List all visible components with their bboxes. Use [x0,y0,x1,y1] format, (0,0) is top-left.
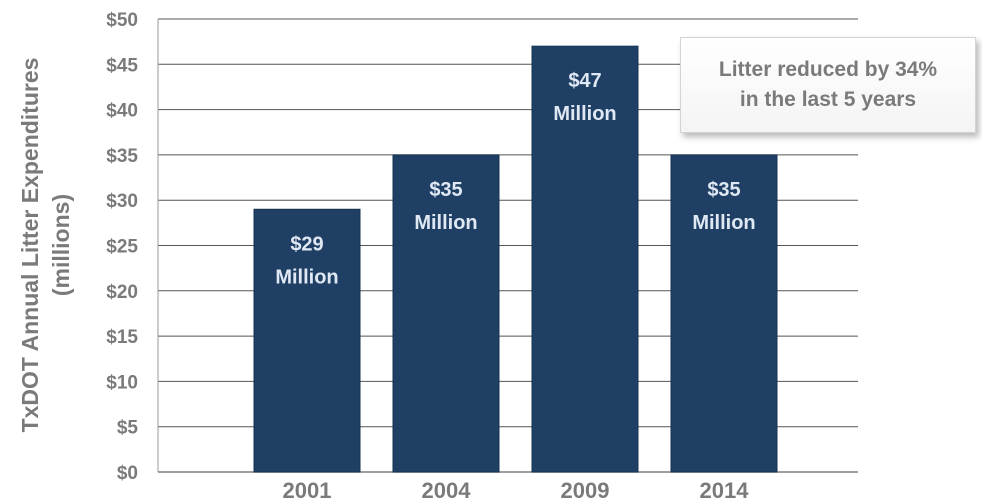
x-axis-tick-labels: 2001 2004 2009 2014 [283,478,750,502]
y-tick-label: $15 [106,327,138,348]
y-tick-label: $10 [106,372,138,393]
y-tick-label: $5 [117,418,139,439]
y-axis-label-line-1: TxDOT Annual Litter Expenditures [17,58,43,433]
x-tick-label: 2001 [283,478,332,502]
x-tick-label: 2004 [422,478,472,502]
x-tick-label: 2009 [561,478,610,502]
bar-data-label: $29 [290,233,323,255]
bar-2014 [670,154,778,473]
y-tick-label: $30 [106,191,138,212]
bar-data-label: Million [275,266,338,288]
y-tick-label: $25 [106,237,138,258]
bar-data-label: Million [692,212,755,234]
bar-data-label: Million [414,212,477,234]
annotation-line-1: Litter reduced by 34% [718,58,938,81]
y-axis-tick-labels: $0 $5 $10 $15 $20 $25 $30 $35 $40 $45 $50 [106,10,138,484]
y-tick-label: $0 [117,463,138,484]
annotation-callout: Litter reduced by 34% in the last 5 year… [680,37,976,133]
annotation-line-2: in the last 5 years [739,88,917,111]
y-tick-label: $50 [106,10,138,31]
bar-2004 [392,154,500,473]
bar-2009 [531,45,639,473]
bar-data-label: $35 [429,179,462,201]
bar-data-label: $47 [568,70,601,92]
bar-data-labels: $29 Million $35 Million $47 Million $35 Million [275,70,755,288]
y-tick-label: $45 [106,55,138,76]
x-tick-label: 2014 [700,478,750,502]
y-tick-label: $20 [106,282,138,303]
bar-data-label: Million [553,103,616,125]
y-tick-label: $40 [106,101,138,122]
y-axis-label-line-2: (millions) [48,194,74,296]
bar-data-label: $35 [707,179,740,201]
bars [253,45,778,473]
y-tick-label: $35 [106,146,138,167]
bar-2001 [253,208,361,473]
